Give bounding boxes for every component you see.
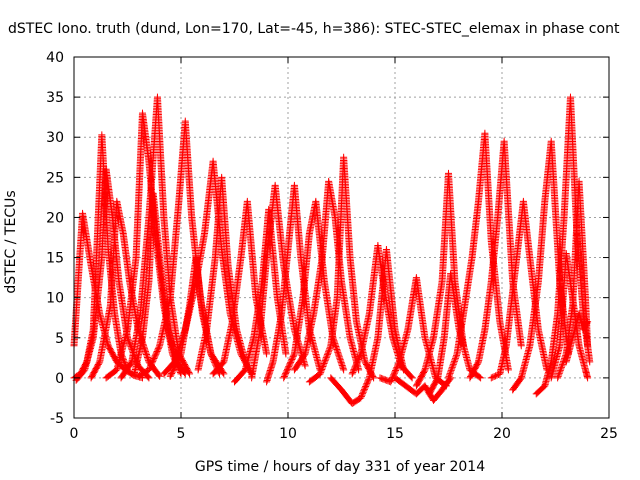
data-point-markers [290,177,363,374]
y-tick-label: 40 [46,50,64,66]
data-point-markers [562,310,592,366]
series-sat-20 [348,242,416,382]
data-point-markers [305,153,378,386]
chart-title: dSTEC Iono. truth (dund, Lon=170, Lat=-4… [8,21,620,37]
data-point-markers [327,246,408,408]
series-sat-18 [305,153,378,386]
x-tick-label: 20 [493,426,511,442]
plot-frame [73,56,610,419]
y-tick-label: 15 [46,251,64,267]
y-ticks: -5 0 5 10 15 20 25 30 35 40 [46,50,609,427]
x-axis-label: GPS time / hours of day 331 of year 2014 [195,459,485,475]
data-point-markers [376,274,450,390]
data-point-markers [130,189,189,379]
y-axis-label: dSTEC / TECUs [3,190,19,293]
x-tick-label: 5 [177,426,186,442]
y-tick-label: 0 [55,371,64,387]
x-tick-label: 15 [386,426,404,442]
data-point-markers [348,242,416,382]
series-sat-31 [554,177,592,382]
y-tick-label: 35 [46,90,64,106]
data-point-markers [554,177,592,382]
series-sat-17 [290,177,363,374]
data-points [70,93,594,408]
y-tick-label: -5 [50,411,64,427]
y-tick-label: 20 [46,210,64,226]
x-tick-label: 0 [70,426,79,442]
y-tick-label: 25 [46,170,64,186]
series-sat-32 [562,310,592,366]
series-sat-07 [130,189,189,379]
x-tick-label: 10 [279,426,297,442]
y-tick-label: 30 [46,130,64,146]
series-sat-19 [327,246,408,408]
x-tick-label: 25 [600,426,618,442]
series-sat-21 [376,274,450,390]
y-tick-label: 10 [46,291,64,307]
x-ticks: 0 5 10 15 20 25 [70,57,618,442]
y-tick-label: 5 [55,331,64,347]
